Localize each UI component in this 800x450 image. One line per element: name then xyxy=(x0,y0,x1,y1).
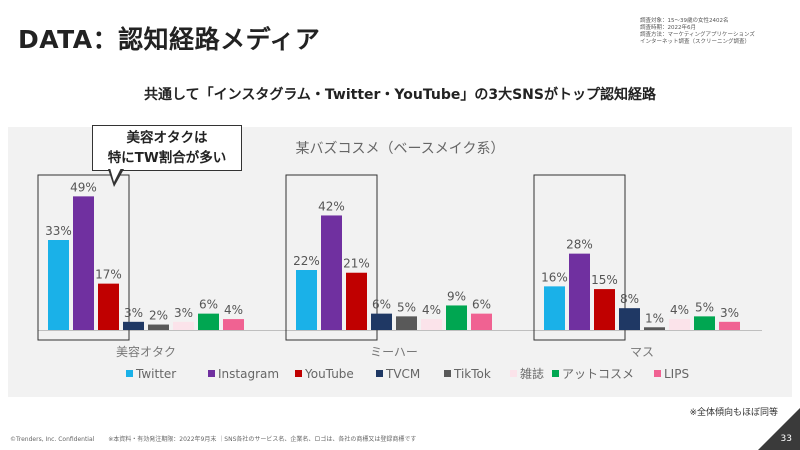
data-label: 6% xyxy=(472,298,491,312)
legend-swatch xyxy=(208,370,215,377)
bar-tiktok xyxy=(644,327,665,330)
data-label: 49% xyxy=(70,180,97,194)
legend-label: アットコスメ xyxy=(562,367,634,381)
data-label: 2% xyxy=(149,309,168,323)
page-corner xyxy=(758,408,800,450)
data-label: 42% xyxy=(318,199,345,213)
legend-label: 雑誌 xyxy=(520,366,544,381)
data-label: 21% xyxy=(343,257,370,271)
legend-label: TVCM xyxy=(385,367,420,381)
page-number: 33 xyxy=(780,434,792,444)
legend-swatch xyxy=(552,370,559,377)
data-label: 1% xyxy=(645,311,664,325)
bar-雑誌 xyxy=(421,319,442,330)
data-label: 9% xyxy=(447,289,466,303)
bar-instagram xyxy=(321,215,342,330)
callout-line-2: 特にTW割合が多い xyxy=(107,150,227,166)
category-label: 美容オタク xyxy=(116,344,176,359)
data-label: 6% xyxy=(372,298,391,312)
bar-twitter xyxy=(48,240,69,330)
bar-雑誌 xyxy=(173,321,194,330)
bar-youtube xyxy=(594,289,615,330)
bar-chart: 某バズコスメ（ベースメイク系） 33% 49% 17% 3% 2% 3% 6% 4% 美容オタク 2… xyxy=(37,141,762,381)
data-label: 3% xyxy=(174,306,193,320)
category-label: マス xyxy=(630,345,654,359)
survey-method: 調査方法：マーケティングアプリケーションズ xyxy=(640,32,755,38)
bar-tvcm xyxy=(619,308,640,330)
data-label: 28% xyxy=(566,238,593,252)
data-label: 5% xyxy=(397,300,416,314)
bar-instagram xyxy=(569,253,590,330)
highlight-box xyxy=(533,174,626,341)
bar-twitter xyxy=(296,270,317,330)
data-label: 4% xyxy=(224,303,243,317)
highlight-box xyxy=(285,174,378,341)
data-label: 8% xyxy=(620,292,639,306)
data-label: 3% xyxy=(720,306,739,320)
chart-title: 某バズコスメ（ベースメイク系） xyxy=(295,141,504,157)
legend-swatch xyxy=(444,370,451,377)
disclaimer-text: ※本資料・有効発注期限：2022年9月末 ｜SNS各社のサービス名、企業名、ロゴ… xyxy=(108,436,417,443)
legend-label: Instagram xyxy=(218,367,279,381)
bar-lips xyxy=(719,321,740,330)
bar-tiktok xyxy=(396,316,417,330)
survey-info: 調査対象：15～39歳の女性2402名 調査時期：2022年6月 調査方法：マー… xyxy=(640,18,755,46)
data-label: 33% xyxy=(45,224,72,238)
bar-instagram xyxy=(73,196,94,330)
bar-アットコスメ xyxy=(694,316,715,330)
bar-tvcm xyxy=(123,321,144,330)
survey-target: 調査対象：15～39歳の女性2402名 xyxy=(640,18,729,24)
highlight-box xyxy=(37,174,130,341)
bar-tiktok xyxy=(148,324,169,330)
slide-title: DATA：認知経路メディア xyxy=(18,25,321,54)
chart-subtitle: 共通して「インスタグラム・Twitter・YouTube」の3大SNSがトップ認… xyxy=(144,87,656,103)
bar-アットコスメ xyxy=(198,313,219,330)
callout-tail-inner xyxy=(110,168,121,182)
bar-youtube xyxy=(346,272,367,330)
data-label: 15% xyxy=(591,273,618,287)
legend-label: TikTok xyxy=(453,367,491,381)
data-label: 17% xyxy=(95,268,122,282)
survey-method-detail: インターネット調査（スクリーニング調査） xyxy=(640,39,751,45)
chart-frame: 某バズコスメ（ベースメイク系） 33% 49% 17% 3% 2% 3% 6% 4% 美容オタク 2… xyxy=(8,127,792,397)
data-label: 4% xyxy=(422,303,441,317)
data-label: 5% xyxy=(695,300,714,314)
data-label: 16% xyxy=(541,270,568,284)
bar-youtube xyxy=(98,283,119,330)
legend-swatch xyxy=(295,370,302,377)
footer: ©Trenders, Inc. Confidential ※本資料・有効発注期限… xyxy=(10,434,416,443)
data-label: 3% xyxy=(124,306,143,320)
legend-label: LIPS xyxy=(664,367,689,381)
footnote: ※全体傾向もほぼ同等 xyxy=(689,408,778,418)
bar-lips xyxy=(471,313,492,330)
legend-swatch xyxy=(654,370,661,377)
legend-swatch xyxy=(510,370,517,377)
legend-swatch xyxy=(126,370,133,377)
bar-lips xyxy=(223,319,244,330)
survey-period: 調査時期：2022年6月 xyxy=(640,25,696,31)
data-label: 4% xyxy=(670,303,689,317)
data-label: 6% xyxy=(199,298,218,312)
bar-tvcm xyxy=(371,313,392,330)
legend-label: Twitter xyxy=(135,367,176,381)
legend-label: YouTube xyxy=(304,367,354,381)
legend-swatch xyxy=(376,370,383,377)
copyright-text: ©Trenders, Inc. Confidential xyxy=(10,436,95,443)
callout-box: 美容オタクは 特にTW割合が多い xyxy=(92,125,242,171)
data-label: 22% xyxy=(293,254,320,268)
bar-アットコスメ xyxy=(446,305,467,330)
category-label: ミーハー xyxy=(370,345,418,359)
bar-雑誌 xyxy=(669,319,690,330)
bar-twitter xyxy=(544,286,565,330)
callout-line-1: 美容オタクは xyxy=(126,130,208,146)
